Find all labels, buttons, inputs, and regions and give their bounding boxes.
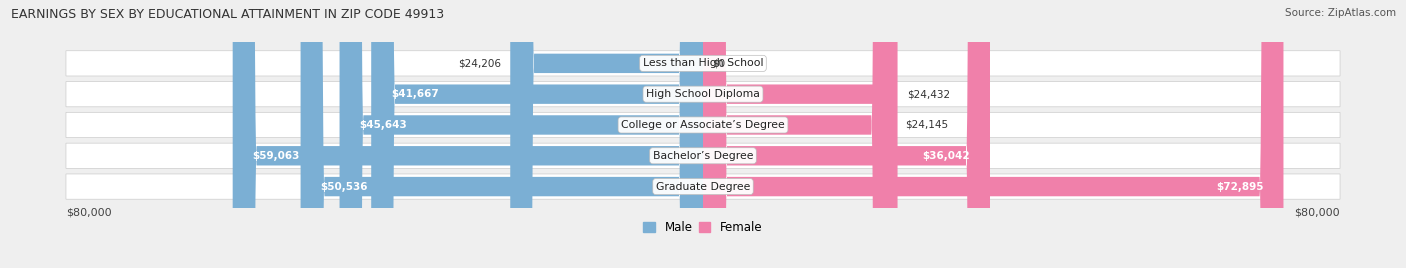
FancyBboxPatch shape [301, 0, 703, 268]
FancyBboxPatch shape [703, 0, 896, 268]
FancyBboxPatch shape [510, 0, 703, 268]
Text: $80,000: $80,000 [66, 207, 111, 218]
FancyBboxPatch shape [232, 0, 703, 268]
Text: $72,895: $72,895 [1216, 182, 1264, 192]
Text: Graduate Degree: Graduate Degree [655, 182, 751, 192]
FancyBboxPatch shape [66, 143, 1340, 168]
Text: $45,643: $45,643 [360, 120, 408, 130]
Text: $36,042: $36,042 [922, 151, 970, 161]
FancyBboxPatch shape [66, 51, 1340, 76]
FancyBboxPatch shape [703, 0, 1284, 268]
Text: $80,000: $80,000 [1295, 207, 1340, 218]
Text: $59,063: $59,063 [253, 151, 299, 161]
FancyBboxPatch shape [371, 0, 703, 268]
FancyBboxPatch shape [703, 0, 990, 268]
Text: Source: ZipAtlas.com: Source: ZipAtlas.com [1285, 8, 1396, 18]
Text: EARNINGS BY SEX BY EDUCATIONAL ATTAINMENT IN ZIP CODE 49913: EARNINGS BY SEX BY EDUCATIONAL ATTAINMEN… [11, 8, 444, 21]
FancyBboxPatch shape [339, 0, 703, 268]
Text: $24,432: $24,432 [907, 89, 950, 99]
Text: $41,667: $41,667 [391, 89, 439, 99]
Text: $24,206: $24,206 [458, 58, 501, 68]
FancyBboxPatch shape [66, 174, 1340, 199]
Text: Bachelor’s Degree: Bachelor’s Degree [652, 151, 754, 161]
FancyBboxPatch shape [66, 112, 1340, 137]
FancyBboxPatch shape [703, 0, 897, 268]
Text: College or Associate’s Degree: College or Associate’s Degree [621, 120, 785, 130]
Legend: Male, Female: Male, Female [638, 216, 768, 239]
FancyBboxPatch shape [66, 81, 1340, 107]
Text: High School Diploma: High School Diploma [647, 89, 759, 99]
Text: $50,536: $50,536 [321, 182, 368, 192]
Text: Less than High School: Less than High School [643, 58, 763, 68]
Text: $24,145: $24,145 [905, 120, 948, 130]
Text: $0: $0 [713, 58, 725, 68]
